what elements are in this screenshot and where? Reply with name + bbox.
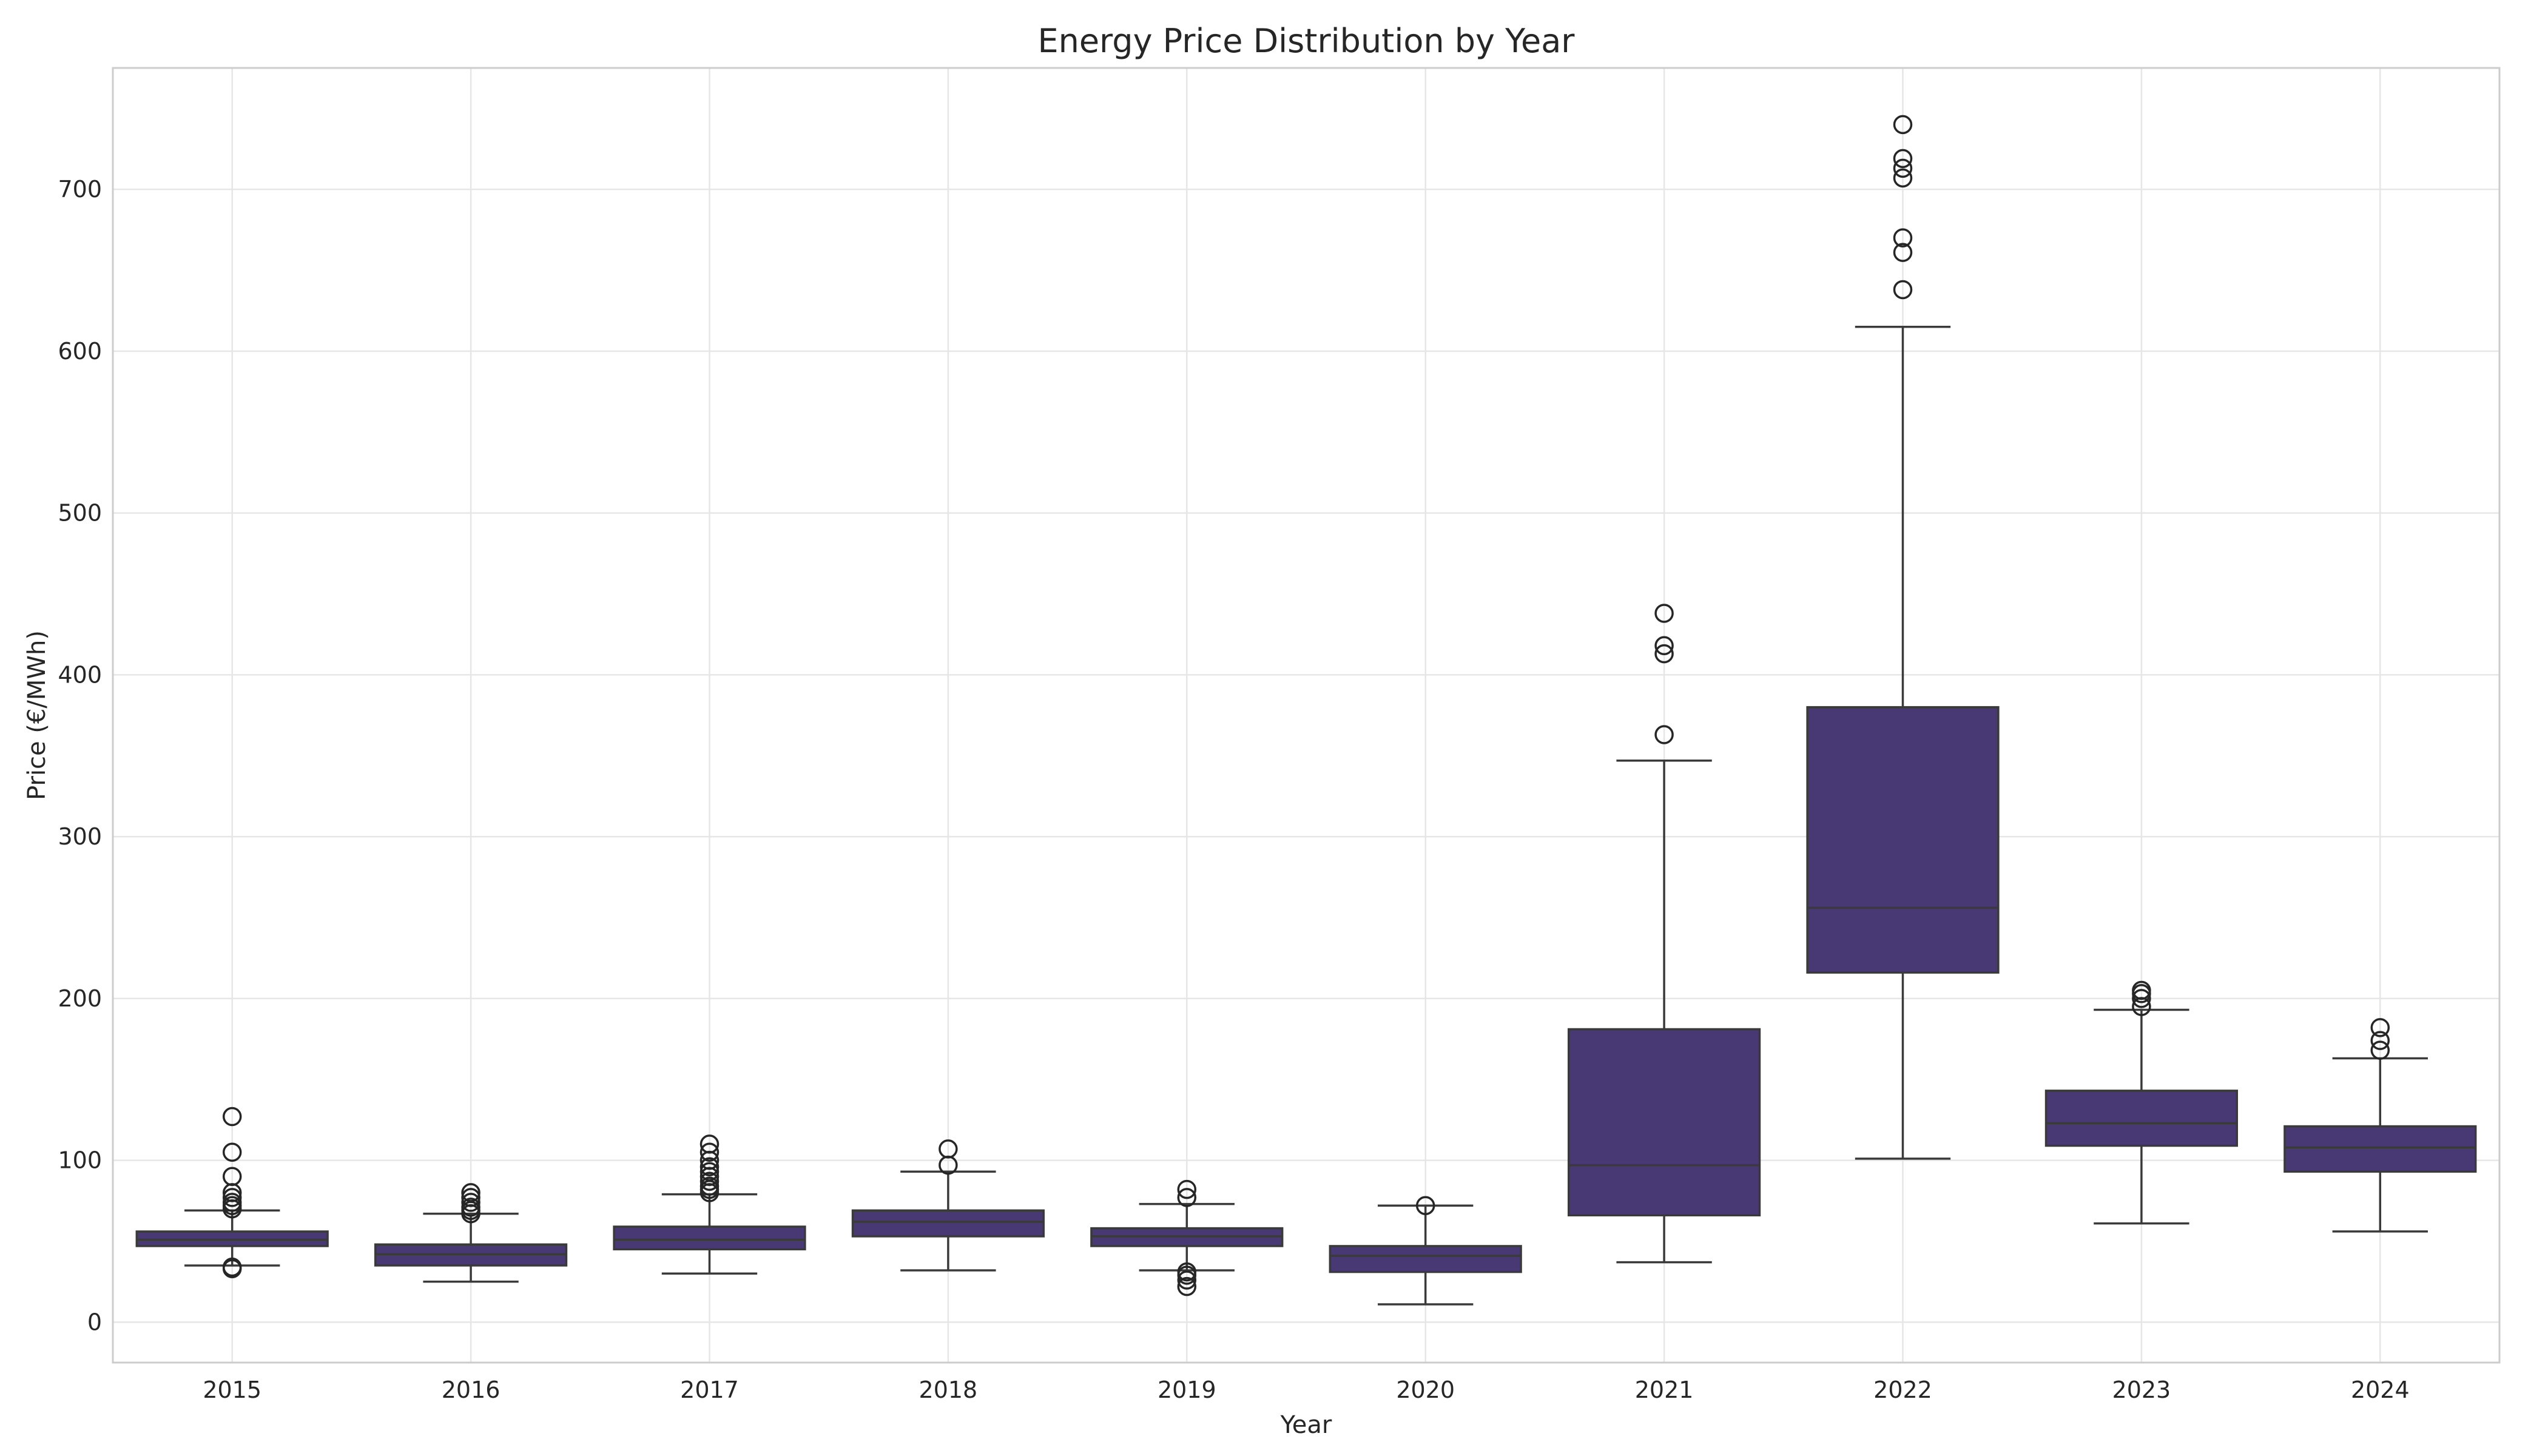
outlier-point <box>939 1139 958 1159</box>
y-tick-label: 600 <box>58 338 102 365</box>
y-axis-ticks: 0 100 200 300 400 500 600 700 <box>58 176 102 1335</box>
iqr-box <box>2044 1090 2239 1147</box>
outlier-point <box>699 1142 720 1162</box>
outlier-point <box>222 1193 242 1212</box>
iqr-box <box>1329 1245 1522 1273</box>
y-axis-label: Price (€/MWh) <box>23 630 51 800</box>
iqr-box <box>1806 706 2000 974</box>
outlier-point <box>461 1183 480 1202</box>
outlier-point <box>1654 644 1674 664</box>
x-tick-label: 2023 <box>2112 1377 2171 1403</box>
outlier-point <box>1893 228 1913 248</box>
box-2023 <box>2044 980 2239 1225</box>
grid <box>113 68 2499 1363</box>
outlier-point <box>1893 149 1913 169</box>
iqr-box <box>1567 1028 1761 1217</box>
outlier-point <box>2132 989 2151 1008</box>
outlier-point <box>2132 980 2151 1000</box>
outlier-point <box>2370 1018 2390 1037</box>
outlier-point <box>461 1198 480 1217</box>
outlier-point <box>1177 1276 1197 1296</box>
box-2021 <box>1567 604 1761 1264</box>
x-tick-label: 2015 <box>203 1377 261 1403</box>
outlier-point <box>699 1162 720 1181</box>
x-tick-label: 2021 <box>1635 1377 1694 1403</box>
outlier-point <box>461 1188 480 1207</box>
outlier-point <box>1893 243 1913 262</box>
x-tick-label: 2020 <box>1396 1377 1455 1403</box>
y-tick-label: 0 <box>87 1309 102 1335</box>
outlier-point <box>1654 636 1674 656</box>
x-axis-label: Year <box>1280 1411 1332 1439</box>
outlier-point <box>1415 1196 1435 1216</box>
outlier-point <box>2370 1031 2390 1050</box>
outlier-point <box>1654 604 1674 623</box>
box-2018 <box>851 1139 1045 1272</box>
outlier-point <box>222 1257 242 1277</box>
x-tick-label: 2018 <box>919 1377 978 1403</box>
plot-frame <box>112 67 2501 1364</box>
outlier-point <box>2370 1040 2390 1060</box>
y-tick-label: 500 <box>58 500 102 527</box>
outlier-point <box>1177 1262 1197 1282</box>
y-tick-label: 300 <box>58 823 102 850</box>
outlier-point <box>222 1107 242 1127</box>
box-2015 <box>135 1107 329 1279</box>
outlier-point <box>1177 1188 1197 1207</box>
box-2019 <box>1090 1179 1284 1296</box>
box-2024 <box>2283 1018 2477 1233</box>
outlier-point <box>222 1188 242 1207</box>
outlier-point <box>222 1167 242 1186</box>
iqr-box <box>613 1225 806 1251</box>
outlier-point <box>699 1134 720 1154</box>
x-tick-label: 2024 <box>2351 1377 2410 1403</box>
x-tick-label: 2022 <box>1873 1377 1932 1403</box>
outlier-point <box>1177 1179 1197 1199</box>
box-series <box>135 115 2477 1306</box>
outlier-point <box>1893 168 1913 188</box>
outlier-point <box>1177 1270 1197 1290</box>
outlier-point <box>1893 158 1913 178</box>
box-2017 <box>613 1134 806 1275</box>
outlier-point <box>699 1171 720 1191</box>
outlier-point <box>699 1157 720 1176</box>
y-tick-label: 100 <box>58 1147 102 1174</box>
x-tick-label: 2016 <box>442 1377 500 1403</box>
y-tick-label: 400 <box>58 661 102 688</box>
box-2022 <box>1806 115 2000 1160</box>
x-tick-label: 2017 <box>680 1377 739 1403</box>
outlier-point <box>699 1176 720 1196</box>
x-tick-label: 2019 <box>1158 1377 1216 1403</box>
outlier-point <box>222 1142 242 1162</box>
outlier-point <box>461 1193 480 1212</box>
outlier-point <box>1654 725 1674 744</box>
y-tick-label: 200 <box>58 985 102 1012</box>
iqr-box <box>851 1209 1045 1238</box>
iqr-box <box>2283 1125 2477 1173</box>
chart-title: Energy Price Distribution by Year <box>1037 22 1575 60</box>
y-tick-label: 700 <box>58 176 102 203</box>
x-axis-ticks: 2015 2016 2017 2018 2019 2020 2021 2022 2023 2024 <box>203 1377 2409 1403</box>
outlier-point <box>1893 115 1913 135</box>
box-2020 <box>1329 1196 1522 1306</box>
outlier-point <box>1893 280 1913 300</box>
box-2016 <box>374 1183 568 1283</box>
